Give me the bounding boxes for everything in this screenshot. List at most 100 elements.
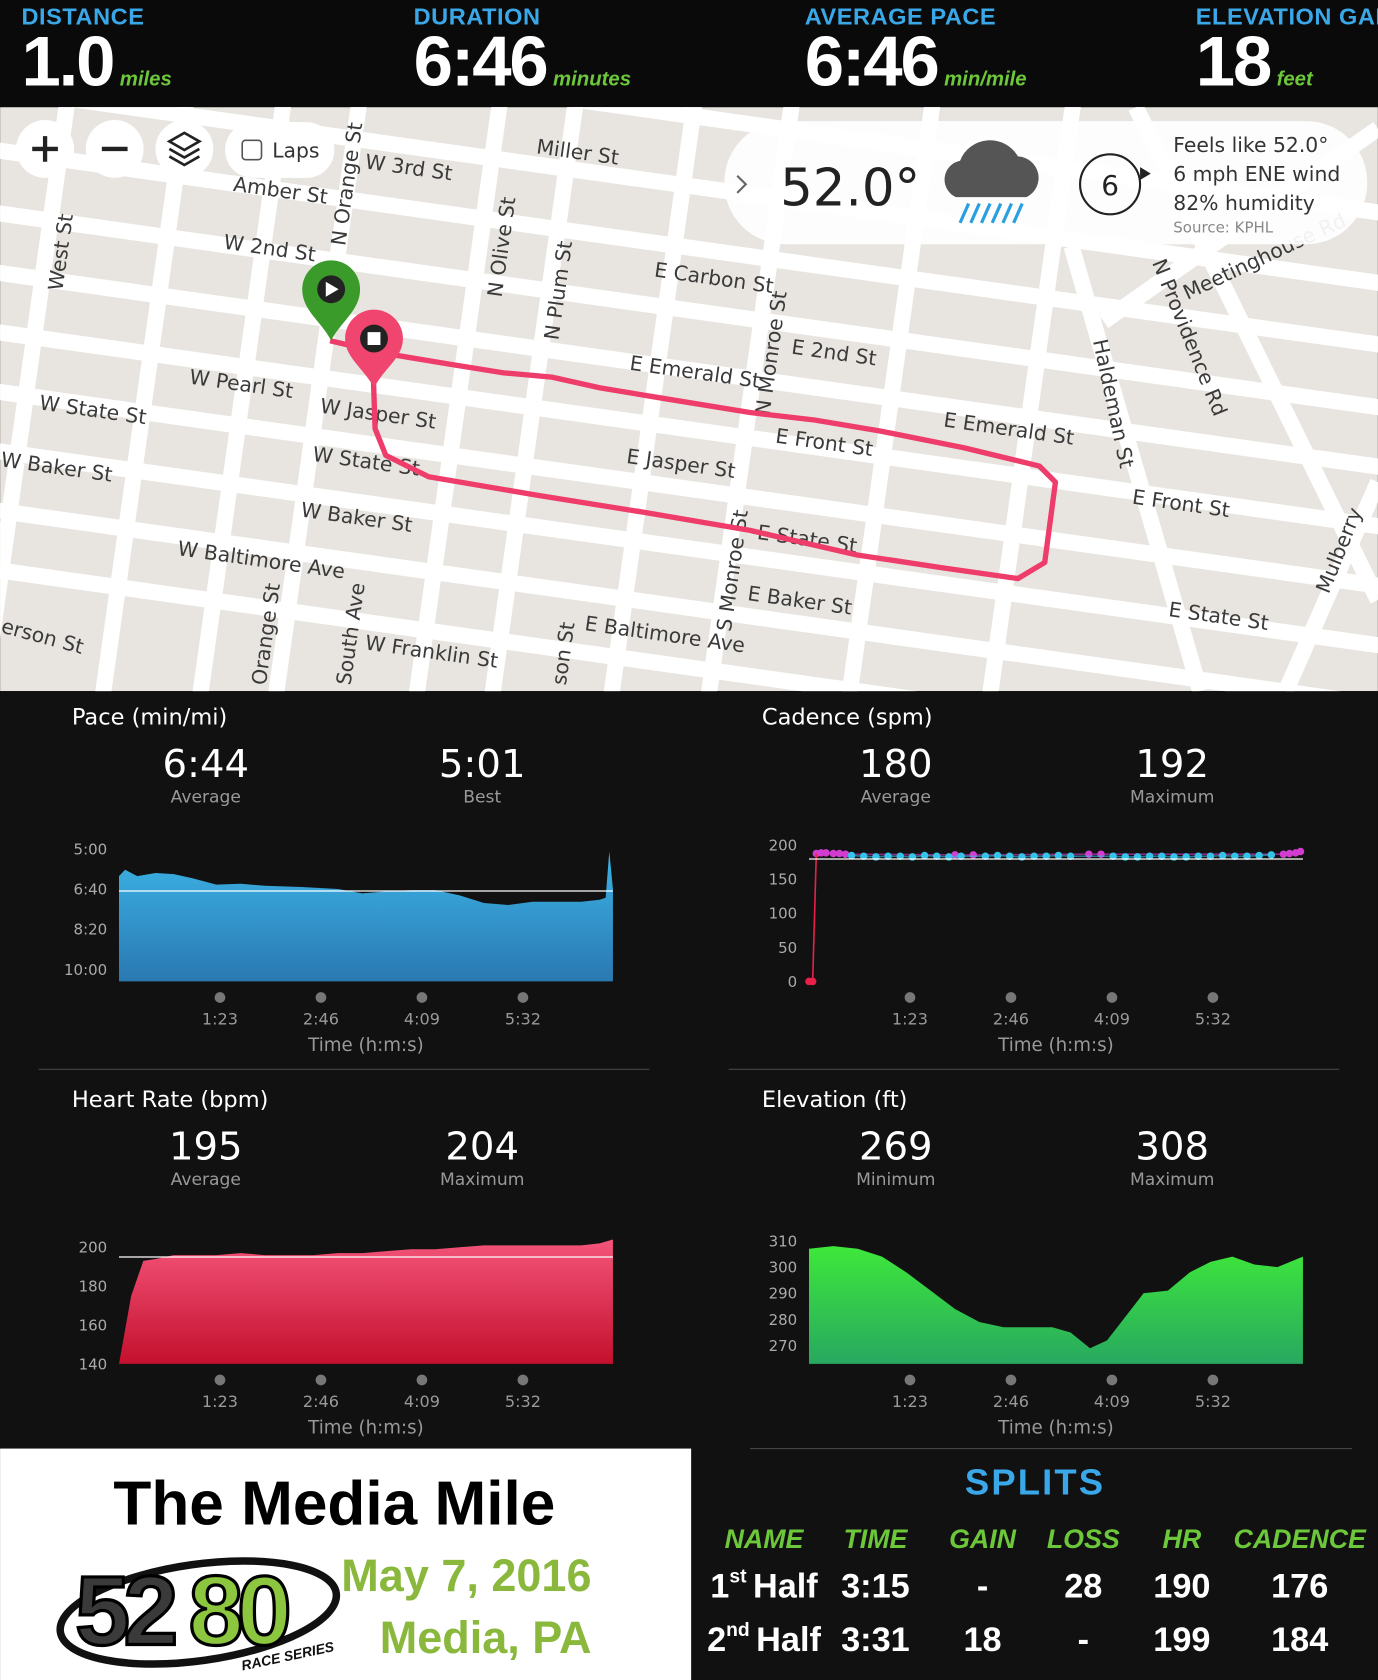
x-tick — [416, 1374, 428, 1386]
y-tick-label: 100 — [769, 905, 798, 923]
ordinal: 2 — [707, 1621, 726, 1659]
panel-title: Pace (min/mi) — [72, 704, 227, 730]
column-header: GAIN — [949, 1524, 1017, 1554]
x-tick-label: 2:46 — [993, 1009, 1029, 1028]
start-line — [811, 853, 818, 982]
y-tick-label: 8:20 — [74, 921, 108, 939]
summary-label: Best — [463, 788, 501, 808]
panel-title: Heart Rate (bpm) — [72, 1087, 269, 1113]
start-pin — [302, 260, 361, 341]
y-tick-label: 290 — [769, 1285, 798, 1303]
point — [1255, 851, 1263, 860]
x-tick — [1005, 992, 1017, 1003]
zoom-in[interactable] — [16, 120, 74, 178]
split-cell: 3:31 — [841, 1621, 910, 1659]
x-tick-label: 1:23 — [892, 1009, 928, 1028]
point — [1042, 852, 1050, 860]
split-cell: 28 — [1064, 1568, 1102, 1606]
x-tick-label: 1:23 — [892, 1392, 928, 1411]
stat-value: 6:46 — [805, 22, 938, 101]
y-tick-label: 10:00 — [64, 961, 107, 979]
x-axis-label: Time (h:m:s) — [307, 1418, 424, 1439]
x-tick — [416, 992, 428, 1003]
rain-cloud-icon — [944, 140, 1039, 224]
y-tick-label: 6:40 — [74, 881, 108, 899]
x-tick-label: 4:09 — [404, 1392, 440, 1411]
x-axis-label: Time (h:m:s) — [307, 1035, 424, 1056]
area — [809, 1246, 1303, 1364]
y-tick-label: 200 — [79, 1239, 108, 1257]
split-cell: 190 — [1153, 1568, 1210, 1606]
laps-label: Laps — [272, 139, 319, 163]
point — [1054, 851, 1063, 860]
x-tick-label: 2:46 — [303, 1392, 339, 1411]
point — [859, 852, 868, 860]
y-tick-label: 180 — [79, 1278, 108, 1296]
point — [1194, 852, 1203, 860]
summary-value: 308 — [1135, 1124, 1209, 1169]
feels-like: Feels like 52.0° — [1173, 133, 1328, 157]
splits-title: SPLITS — [965, 1462, 1105, 1503]
point — [1030, 852, 1038, 860]
y-tick-label: 5:00 — [74, 841, 108, 859]
y-tick-label: 50 — [778, 939, 797, 957]
ordinal-suffix: nd — [726, 1620, 750, 1641]
stat: 1.0 miles — [21, 22, 171, 101]
split-label: Half — [756, 1621, 821, 1659]
split-cell: 176 — [1271, 1568, 1328, 1606]
point — [1231, 852, 1239, 860]
split-cell: 18 — [964, 1621, 1002, 1659]
area — [119, 1239, 613, 1364]
stat: 18 feet — [1196, 22, 1314, 101]
x-tick — [517, 992, 529, 1003]
point — [822, 849, 830, 857]
splits-table: SPLITS NAME TIME GAIN LOSS HR CADENCE 1st Half 3… — [707, 1462, 1367, 1659]
layers-button[interactable] — [155, 120, 214, 178]
wind-dial-value: 6 — [1101, 169, 1119, 202]
event-title: The Media Mile — [113, 1470, 555, 1539]
summary-label: Average — [171, 788, 241, 808]
point — [1285, 849, 1294, 858]
point — [1005, 852, 1014, 860]
column-header: NAME — [725, 1524, 805, 1554]
split-cell: - — [977, 1568, 988, 1606]
point — [1158, 852, 1166, 860]
y-tick-label: 300 — [769, 1258, 798, 1276]
x-tick — [214, 1374, 226, 1386]
stat-unit: minutes — [553, 69, 631, 91]
x-tick — [1005, 1374, 1017, 1386]
point — [1296, 847, 1305, 856]
summary-value: 180 — [859, 742, 933, 787]
point — [1279, 850, 1288, 858]
summary-value: 269 — [859, 1124, 933, 1169]
header — [0, 0, 1378, 108]
x-tick — [904, 1374, 916, 1386]
laps-toggle[interactable]: Laps — [225, 122, 335, 178]
x-tick-label: 1:23 — [202, 1392, 238, 1411]
point — [1218, 851, 1227, 860]
x-tick — [1106, 992, 1118, 1003]
stat-label: DISTANCE — [21, 4, 144, 30]
area — [119, 851, 613, 982]
humidity: 82% humidity — [1173, 191, 1315, 215]
logo-digits: 52 — [75, 1556, 174, 1666]
summary-label: Maximum — [1130, 788, 1214, 808]
point — [920, 851, 929, 860]
split-name: 1st Half — [710, 1567, 818, 1606]
point — [932, 852, 941, 860]
zoom-out[interactable] — [85, 120, 144, 178]
summary-value: 5:01 — [439, 742, 526, 787]
stat-label: DURATION — [414, 4, 541, 30]
wind-dial — [1079, 153, 1142, 216]
summary-value: 6:44 — [162, 742, 249, 787]
point — [993, 851, 1002, 860]
stat: 6:46 minutes — [414, 22, 631, 101]
x-tick-label: 5:32 — [505, 1009, 541, 1028]
x-axis-label: Time (h:m:s) — [997, 1035, 1114, 1056]
